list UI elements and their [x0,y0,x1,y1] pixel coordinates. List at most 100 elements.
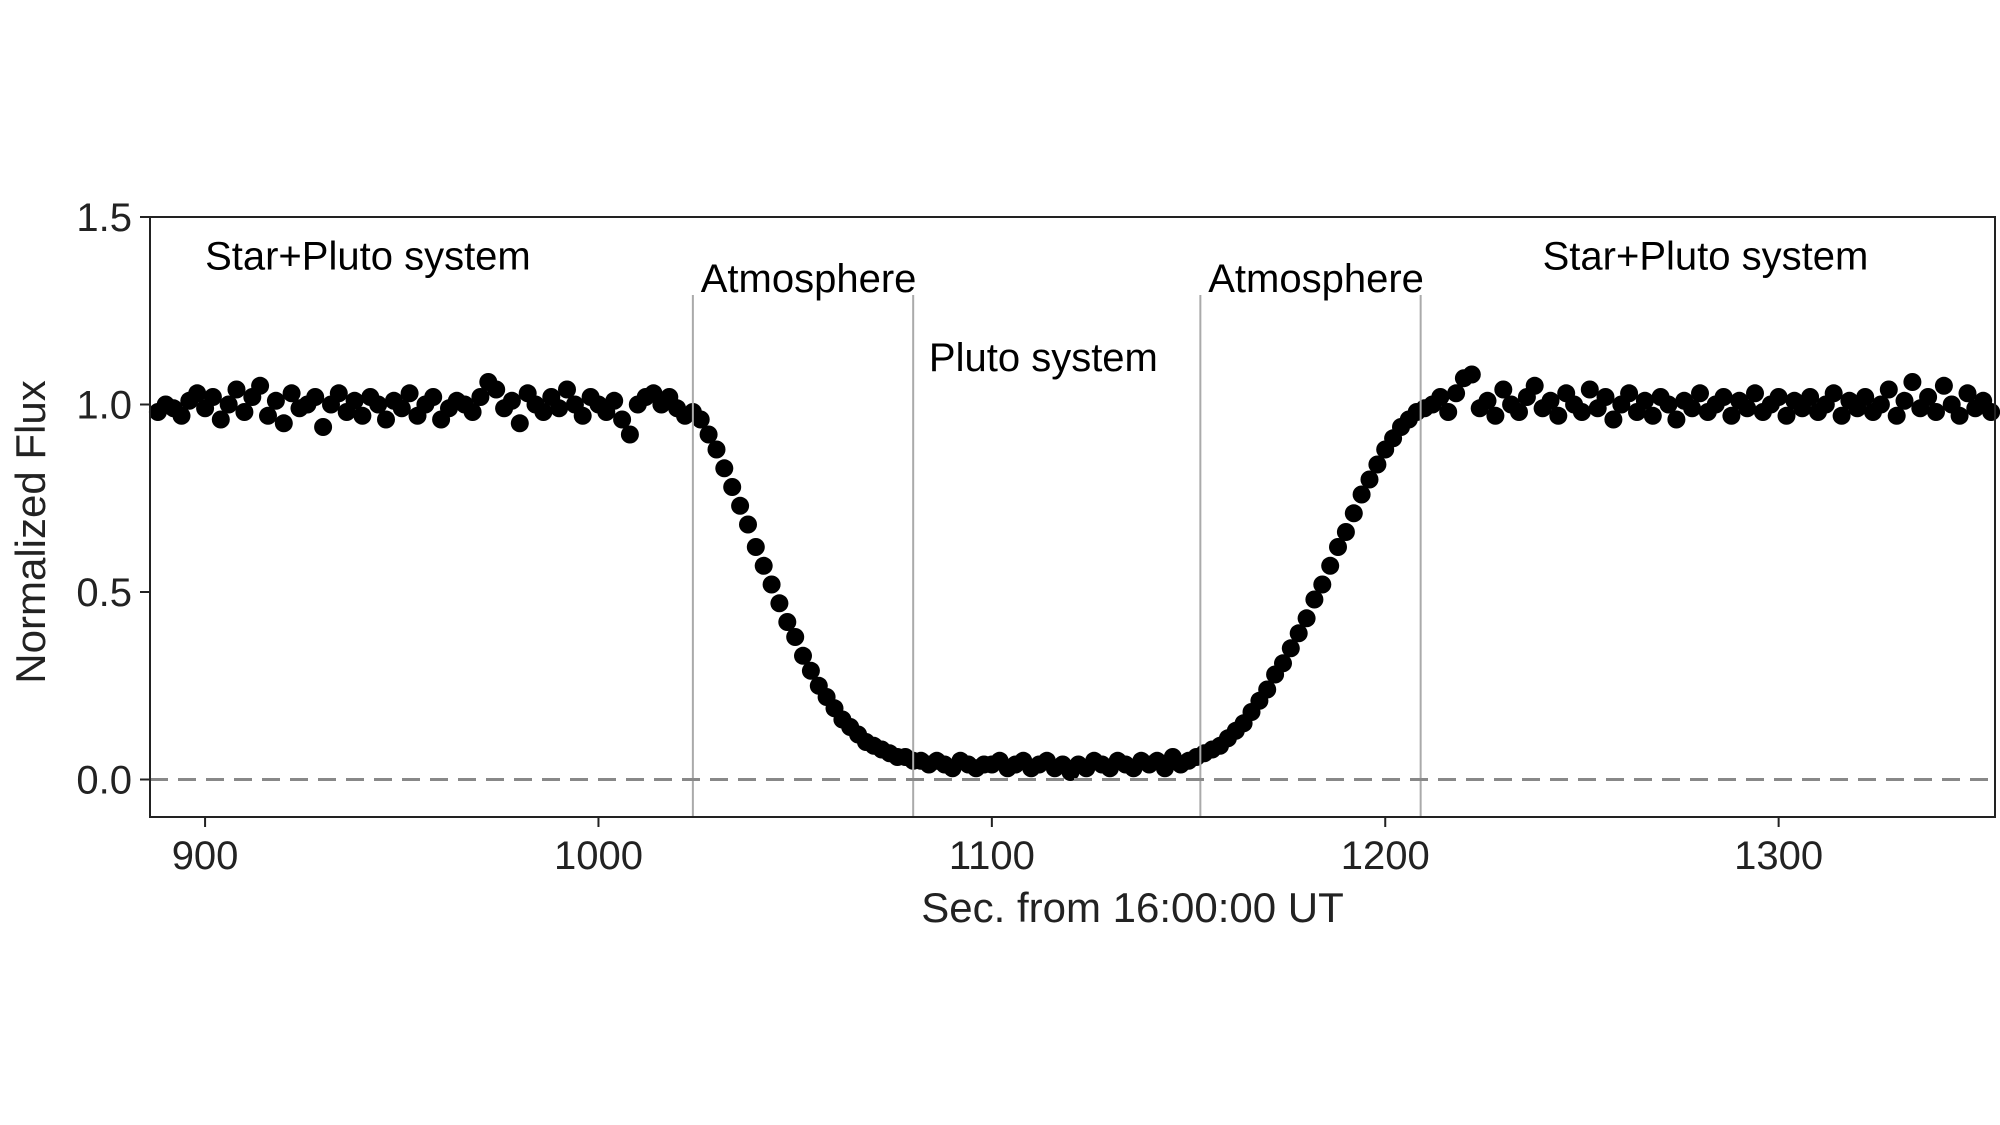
region-label-1: Star+Pluto system [205,235,531,279]
data-point [699,425,718,444]
data-point [306,388,325,406]
plot-frame [149,216,1996,818]
data-point [1431,388,1450,406]
data-point [188,384,207,403]
data-point [251,376,270,395]
data-point [274,414,293,433]
x-axis-ticks: 900 1000 1100 1200 1300 [172,817,1823,878]
data-point [746,538,765,556]
data-point [1667,410,1686,429]
y-axis-label: Normalized Flux [7,380,54,683]
data-point [1494,380,1513,399]
data-point [1368,455,1387,474]
data-point [1746,384,1764,403]
data-point [1769,388,1788,406]
data-point [1352,485,1371,504]
data-point [723,478,742,496]
data-point [613,410,632,429]
data-point [1289,624,1308,643]
data-point [1447,384,1466,403]
data-point [172,406,191,425]
data-point [1321,556,1340,575]
data-point [1982,403,2000,421]
data-point [1879,380,1898,399]
data-point [400,384,419,403]
data-point [487,380,506,399]
data-point [259,406,277,425]
data-point [754,556,773,575]
data-point [219,395,238,414]
data-point [377,410,395,429]
data-point [794,646,812,665]
data-point [715,459,734,478]
data-point [1801,388,1820,406]
data-point [1887,406,1906,425]
data-point [1344,504,1363,523]
data-point [1824,384,1843,403]
y-tick-label: 1.5 [76,196,132,240]
data-point [1950,406,1969,425]
data-point [1274,654,1292,673]
data-point [1777,406,1796,425]
region-label-2: Atmosphere [701,257,917,301]
data-point [1722,406,1741,425]
data-point [1329,538,1347,556]
data-point [1580,380,1599,399]
data-point [1525,376,1544,395]
data-point [1258,680,1277,699]
data-point [345,391,364,410]
x-tick-label: 1300 [1734,834,1823,878]
data-point [1478,391,1497,410]
x-axis-label: Sec. from 16:00:00 UT [921,884,1344,931]
data-point [227,380,246,399]
region-label-4: Atmosphere [1208,257,1424,301]
data-point [1596,388,1615,406]
data-point [1360,470,1379,489]
data-point [778,613,797,631]
data-point [329,384,348,403]
data-point [620,425,639,444]
data-point [1919,388,1938,406]
data-point [1738,399,1757,418]
data-point [1635,391,1654,410]
data-point [786,628,805,646]
data-point [392,399,411,418]
data-point [731,496,750,515]
data-point [1832,406,1851,425]
data-point [1439,403,1458,421]
data-point [471,388,490,406]
data-point [353,406,372,425]
data-point [1297,609,1316,628]
data-point [1895,391,1914,410]
data-point [235,403,254,421]
data-point [1336,523,1355,541]
region-label-5: Star+Pluto system [1543,235,1869,279]
data-point [1934,376,1953,395]
data-point [463,403,482,421]
y-tick-label: 0.5 [76,571,132,615]
data-point [707,440,726,459]
data-point [1281,639,1300,658]
data-point [282,384,301,403]
data-point [550,399,569,418]
data-point [534,403,553,421]
y-axis-ticks: 0.0 0.5 1.0 1.5 [76,196,150,803]
data-point [369,395,388,414]
data-point [203,388,222,406]
region-label-3: Pluto system [929,336,1158,380]
data-point [1903,373,1922,391]
region-annotations: Star+Pluto system Atmosphere Pluto system A… [205,235,1868,380]
data-point [739,515,757,534]
data-point [762,575,781,594]
x-tick-label: 1100 [949,834,1035,878]
data-point [1305,590,1324,609]
data-point [1604,410,1623,429]
data-point [558,380,576,399]
data-point [1462,365,1481,384]
data-point [1871,395,1890,414]
data-point [1541,391,1560,410]
data-point [1691,384,1709,403]
x-tick-label: 1000 [554,834,643,878]
data-point [1659,395,1678,414]
data-point [314,418,333,436]
